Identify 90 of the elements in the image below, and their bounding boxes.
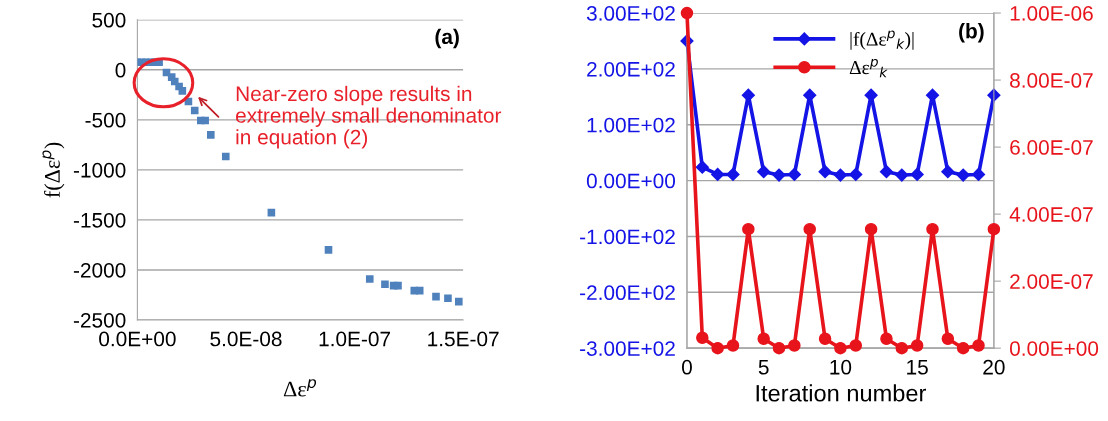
point [190,106,199,115]
point [695,160,709,174]
y-tick-label: -1000 [73,162,126,178]
point [726,167,740,182]
x-tick-label: 10 [830,359,852,375]
point [741,88,755,102]
legend-label: |f(Δε$^{p}$$_{k}$)| [850,30,914,50]
point [787,167,801,182]
x-axis-title: Δε$^{p}$ [283,379,317,397]
point [803,88,817,102]
point [788,339,801,352]
x-tick-label: 5 [758,360,769,375]
x-tick-label: 15 [907,360,928,375]
point [221,152,230,161]
x-tick-label: 1.0E-07 [319,331,390,347]
point [365,275,374,283]
point [910,339,924,352]
point [742,222,755,236]
point [818,332,832,346]
point [394,281,402,290]
y-tick-label: 1.00E+02 [587,117,675,133]
point [772,168,786,182]
point [757,332,770,346]
annotation: Near-zero slope results in extremely small denominator in equation (2) [236,85,502,149]
y-tick-label: 2.00E+02 [587,61,675,77]
point [895,341,909,355]
point [910,167,924,182]
point [941,165,955,179]
point [324,246,333,254]
point [834,341,847,355]
y-tick-label: -2.00E+02 [580,285,675,301]
x-axis-title: Iteration number [756,384,926,402]
point [381,280,389,289]
x-tick-label: 5.0E-08 [210,331,282,347]
point [680,6,694,20]
point [864,222,878,236]
y-tick-label: 500 [92,12,126,28]
x-tick-label: 20 [983,359,1005,375]
y-tick-label: 0 [115,62,126,78]
point [757,165,771,179]
point [455,297,463,306]
point [818,165,832,179]
point [849,339,863,352]
y-tick-label: 3.00E+02 [586,6,675,21]
x-tick-label: 1.5E-07 [428,331,499,347]
annotation: (a) [435,28,459,49]
point [726,339,740,352]
point [972,339,985,352]
point [206,131,215,139]
point [833,168,848,182]
point [803,222,816,236]
y2-tick-label: 8.00E-07 [1010,73,1093,88]
y2-tick-label: 1.00E-06 [1010,6,1093,21]
point [926,222,939,236]
point [201,116,209,125]
y-tick-label: -3.00E+02 [580,341,675,356]
legend-label: Δε$^{p}$$_{k}$ [849,58,888,78]
y2-tick-label: 6.00E-07 [1010,140,1093,155]
x-tick-label: 0.0E+00 [99,331,176,347]
point [444,294,452,303]
y-tick-label: 0.00E+00 [586,173,676,189]
point [956,168,970,182]
point [178,87,187,95]
y2-tick-label: 0.00E+00 [1009,341,1099,356]
y2-tick-label: 4.00E-07 [1009,207,1093,222]
point [987,222,1001,236]
point [971,167,986,182]
y-tick-label: -500 [85,112,126,128]
x-tick-label: 0 [681,359,692,375]
point [925,88,940,102]
annotation: (b) [959,23,984,43]
point [432,292,440,301]
y2-tick-label: 2.00E-07 [1010,274,1093,289]
point [849,167,863,182]
point [415,286,424,295]
y-tick-label: -1500 [73,212,126,228]
point [696,331,709,345]
point [941,332,955,346]
y-axis-title: f(Δε$^{p}$) [42,142,65,198]
point [711,167,725,182]
y-tick-label: -2500 [73,312,126,328]
point [880,332,893,346]
point [772,341,786,355]
point [956,341,970,355]
point [895,168,909,182]
point [879,165,894,179]
y-tick-label: -2000 [73,262,126,278]
point [711,341,724,355]
point [864,88,878,102]
y-tick-label: -1.00E+02 [580,229,675,245]
